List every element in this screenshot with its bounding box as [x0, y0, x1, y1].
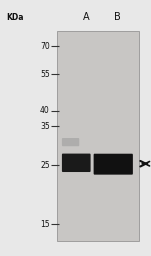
Text: 40: 40 — [40, 106, 50, 115]
FancyBboxPatch shape — [57, 31, 139, 241]
Text: KDa: KDa — [6, 13, 24, 22]
Text: 25: 25 — [40, 161, 50, 169]
Text: 35: 35 — [40, 122, 50, 131]
Text: A: A — [83, 12, 89, 22]
Text: 15: 15 — [40, 220, 50, 229]
FancyBboxPatch shape — [62, 138, 79, 146]
Text: 70: 70 — [40, 42, 50, 51]
FancyBboxPatch shape — [94, 154, 133, 175]
FancyBboxPatch shape — [62, 154, 91, 172]
Text: 55: 55 — [40, 70, 50, 79]
Text: B: B — [114, 12, 121, 22]
